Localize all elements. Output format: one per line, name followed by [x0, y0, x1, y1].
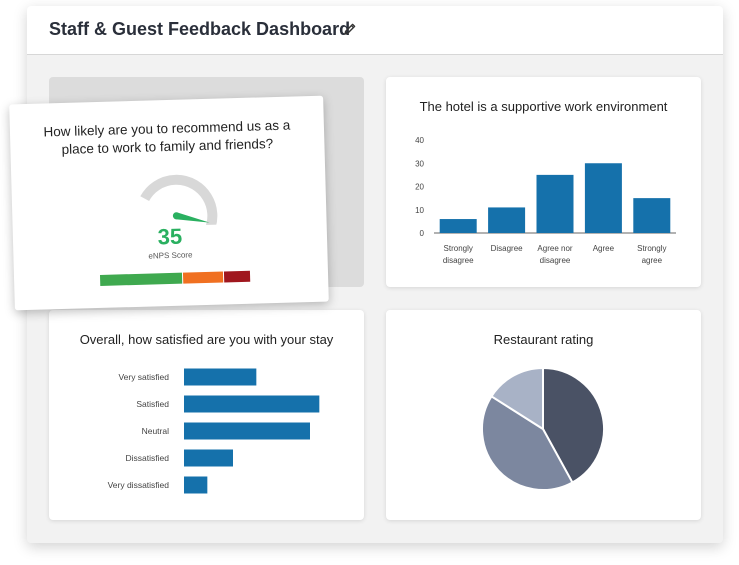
- y-tick-label: 40: [415, 136, 424, 145]
- supportive-environment-card: The hotel is a supportive work environme…: [386, 77, 701, 287]
- x-tick-label: Agree nor disagree: [537, 244, 572, 265]
- y-tick-label: Dissatisfied: [126, 453, 170, 463]
- restaurant-rating-pie: [481, 366, 605, 491]
- pie-slice: [490, 366, 544, 431]
- dashboard-title: Staff & Guest Feedback Dashboard: [49, 19, 351, 39]
- card-title: Overall, how satisfied are you with your…: [79, 332, 334, 347]
- x-tick-label: Strongly agree: [637, 244, 666, 265]
- enps-question: How likely are you to recommend us as a …: [43, 117, 291, 157]
- gauge-needle: [175, 212, 210, 223]
- card-title: The hotel is a supportive work environme…: [419, 99, 668, 114]
- stay-satisfaction-chart: Very satisfied Satisfied Neutral Dissatisfi…: [108, 368, 320, 494]
- card-title: Restaurant rating: [493, 332, 594, 347]
- bar: [184, 449, 233, 467]
- y-tick-label: Neutral: [142, 426, 170, 436]
- bar: [184, 476, 208, 494]
- bar: [633, 198, 671, 233]
- x-tick-label: Agree: [593, 244, 615, 253]
- bar: [184, 368, 257, 386]
- gauge-track: [140, 174, 218, 228]
- bar: [439, 219, 477, 233]
- x-tick-label: Strongly disagree: [443, 244, 474, 265]
- y-tick-label: Very satisfied: [118, 372, 169, 382]
- bar: [488, 207, 526, 233]
- x-tick-label: Disagree: [491, 244, 524, 253]
- pencil-icon[interactable]: [343, 22, 357, 36]
- dashboard-header: Staff & Guest Feedback Dashboard: [27, 6, 723, 55]
- stay-satisfaction-card: Overall, how satisfied are you with your…: [49, 310, 364, 520]
- enps-gauge: [140, 174, 218, 228]
- enps-breakdown-bar: [99, 270, 251, 286]
- bar: [184, 422, 310, 440]
- bar: [536, 174, 574, 233]
- y-tick-label: 0: [420, 229, 425, 238]
- bar: [184, 395, 320, 413]
- y-tick-label: 10: [415, 206, 424, 215]
- gauge-hub: [172, 212, 180, 220]
- promoter-segment: [223, 270, 251, 283]
- y-tick-label: 20: [415, 183, 424, 192]
- detractor-segment: [99, 272, 183, 286]
- y-tick-label: 30: [415, 159, 424, 168]
- pie-slice: [542, 366, 605, 484]
- restaurant-rating-card: Restaurant rating: [386, 310, 701, 520]
- enps-card: How likely are you to recommend us as a …: [9, 95, 329, 311]
- y-tick-label: Very dissatisfied: [108, 480, 170, 490]
- pie-slice: [481, 394, 574, 491]
- passive-segment: [182, 271, 224, 284]
- y-tick-label: Satisfied: [136, 399, 169, 409]
- bar: [584, 163, 622, 233]
- supportive-environment-chart: 0 10 20 30 40 Strongly disagree Disagree Agree n…: [415, 136, 676, 265]
